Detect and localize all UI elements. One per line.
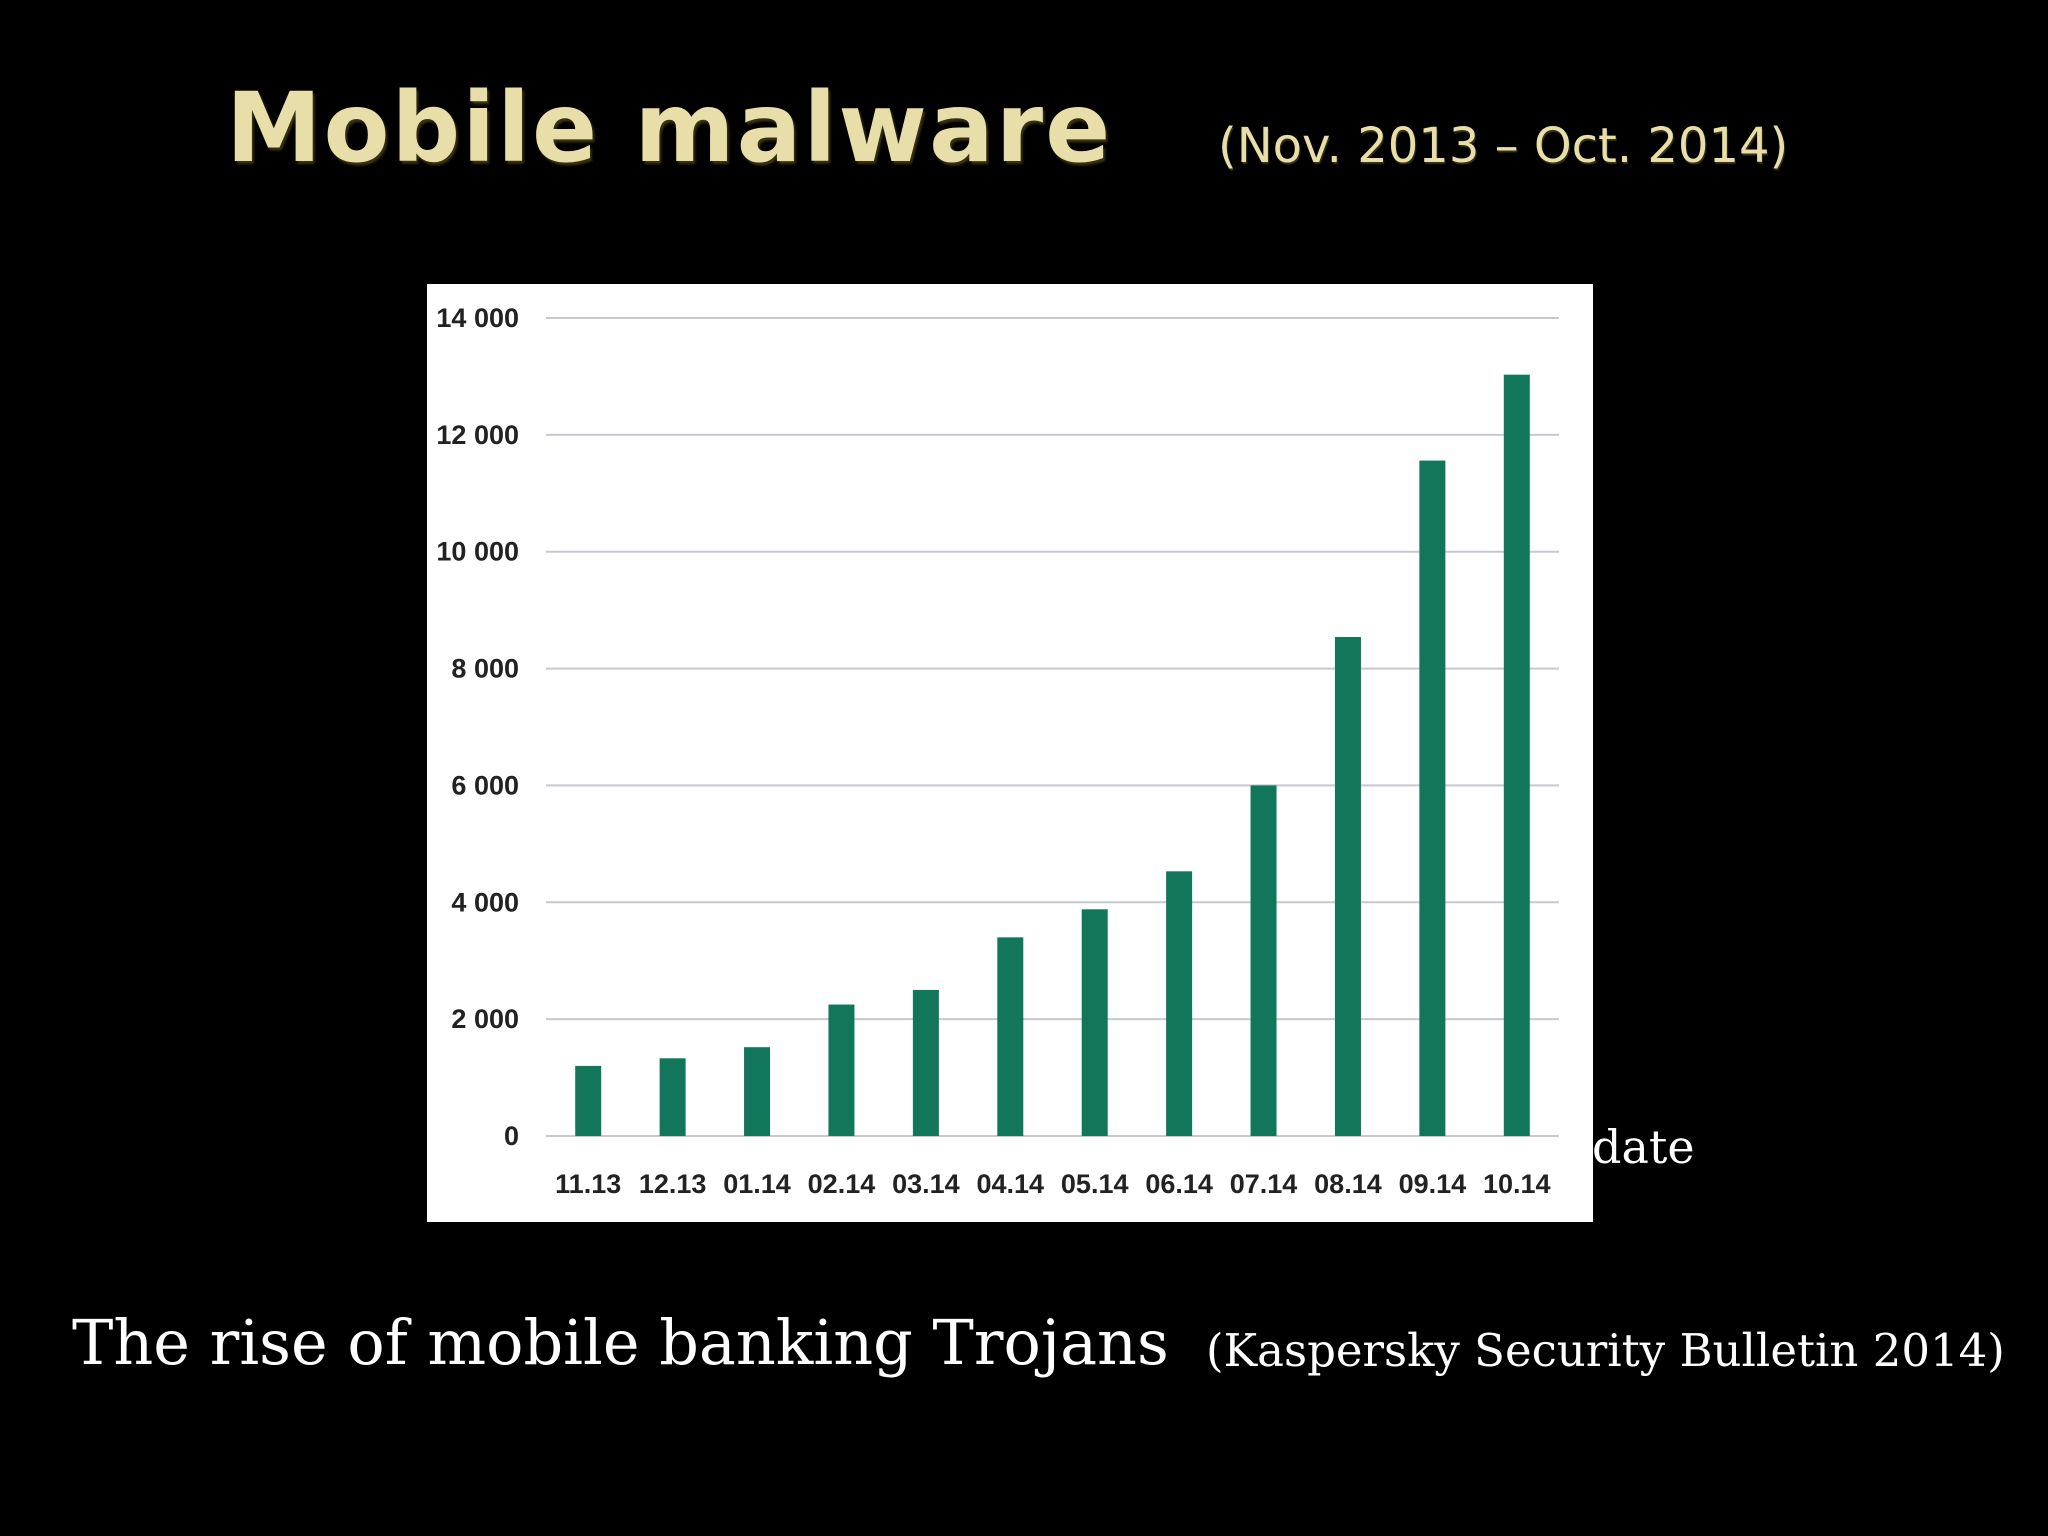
y-tick-label: 2 000 xyxy=(451,1004,519,1034)
bar-10.14 xyxy=(1503,374,1530,1136)
x-tick-label: 05.14 xyxy=(1061,1169,1129,1199)
chart-gridlines xyxy=(546,317,1559,1137)
source-citation: (Kaspersky Security Bulletin 2014) xyxy=(1206,1324,2005,1377)
y-tick-label: 12 000 xyxy=(436,420,519,450)
bar-11.13 xyxy=(575,1065,602,1136)
bar-06.14 xyxy=(1166,871,1193,1136)
x-tick-label: 07.14 xyxy=(1230,1169,1298,1199)
y-tick-label: 10 000 xyxy=(436,537,519,567)
y-tick-label: 8 000 xyxy=(451,654,519,684)
y-axis-ticks: 0 2 000 4 000 6 000 8 000 10 000 12 000 14 000 xyxy=(436,303,519,1151)
y-tick-label: 4 000 xyxy=(451,887,519,917)
x-tick-label: 08.14 xyxy=(1314,1169,1382,1199)
date-text-fragment: date xyxy=(1592,1120,1695,1174)
slide-title: Mobile malware xyxy=(226,72,1113,184)
x-tick-label: 03.14 xyxy=(892,1169,960,1199)
x-tick-label: 10.14 xyxy=(1483,1169,1551,1199)
x-tick-label: 02.14 xyxy=(808,1169,876,1199)
x-axis-ticks: 11.13 12.13 01.14 02.14 03.14 04.14 05.14 06.14… xyxy=(555,1169,1550,1199)
x-tick-label: 06.14 xyxy=(1145,1169,1213,1199)
bar-08.14 xyxy=(1334,637,1361,1136)
y-tick-label: 6 000 xyxy=(451,770,519,800)
bar-04.14 xyxy=(997,937,1024,1136)
chart-bars xyxy=(575,374,1530,1136)
x-tick-label: 09.14 xyxy=(1399,1169,1467,1199)
slide-caption: The rise of mobile banking Trojans xyxy=(72,1306,1169,1379)
x-tick-label: 12.13 xyxy=(639,1169,707,1199)
bar-03.14 xyxy=(912,989,939,1136)
bar-12.13 xyxy=(659,1058,686,1136)
bar-07.14 xyxy=(1250,785,1277,1136)
bar-05.14 xyxy=(1081,909,1108,1136)
x-tick-label: 01.14 xyxy=(723,1169,791,1199)
x-tick-label: 11.13 xyxy=(555,1169,621,1199)
bar-02.14 xyxy=(828,1004,855,1136)
bar-09.14 xyxy=(1419,460,1446,1136)
y-tick-label: 14 000 xyxy=(436,303,519,333)
slide-subtitle: (Nov. 2013 – Oct. 2014) xyxy=(1218,118,1789,174)
y-tick-label: 0 xyxy=(504,1121,519,1151)
bar-01.14 xyxy=(744,1047,771,1136)
x-tick-label: 04.14 xyxy=(977,1169,1045,1199)
